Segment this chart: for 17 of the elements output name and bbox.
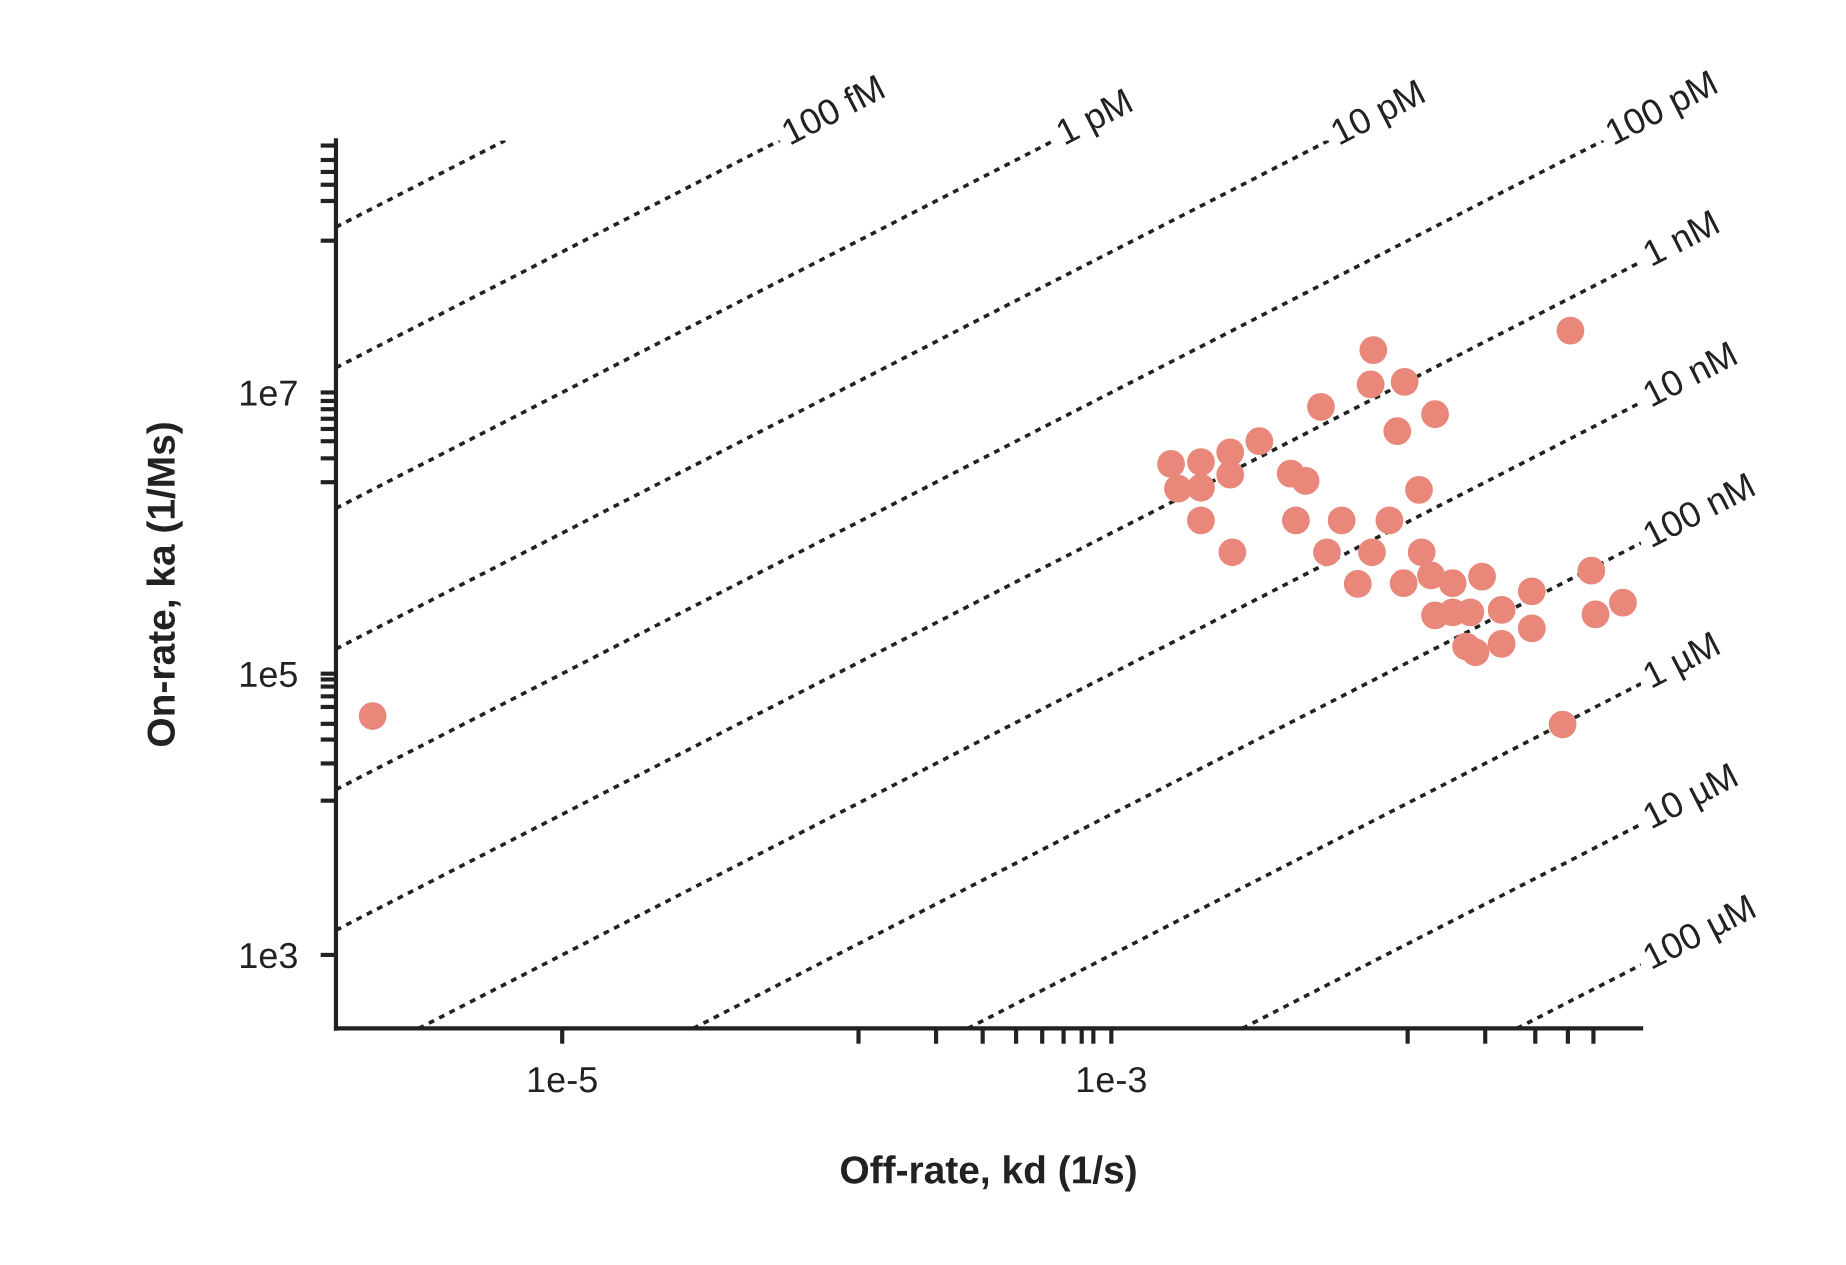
text: 10 nM	[1641, 341, 1738, 407]
text: 1 pM	[1055, 88, 1137, 152]
y-tick-label: 1e5	[240, 661, 297, 688]
x-axis-title: Off-rate, kd (1/s)	[841, 1155, 1136, 1192]
text: 100 fM	[780, 73, 886, 146]
y-tick-label: 1e3	[240, 942, 297, 969]
text: 100 µM	[1641, 894, 1760, 976]
text: 100 nM	[1641, 472, 1756, 548]
text: 1 nM	[1642, 209, 1720, 267]
text: 10 pM	[1329, 79, 1429, 152]
x-tick-label: 1e-5	[528, 1067, 597, 1093]
text: 10 µM	[1641, 762, 1742, 836]
x-tick-label: 1e-3	[1077, 1066, 1146, 1093]
text: 100 pM	[1604, 69, 1722, 152]
text: 1 µM	[1642, 631, 1724, 695]
y-axis-title: On-rate, ka (1/Ms)	[146, 423, 183, 746]
y-tick-label: 1e7	[240, 380, 297, 406]
